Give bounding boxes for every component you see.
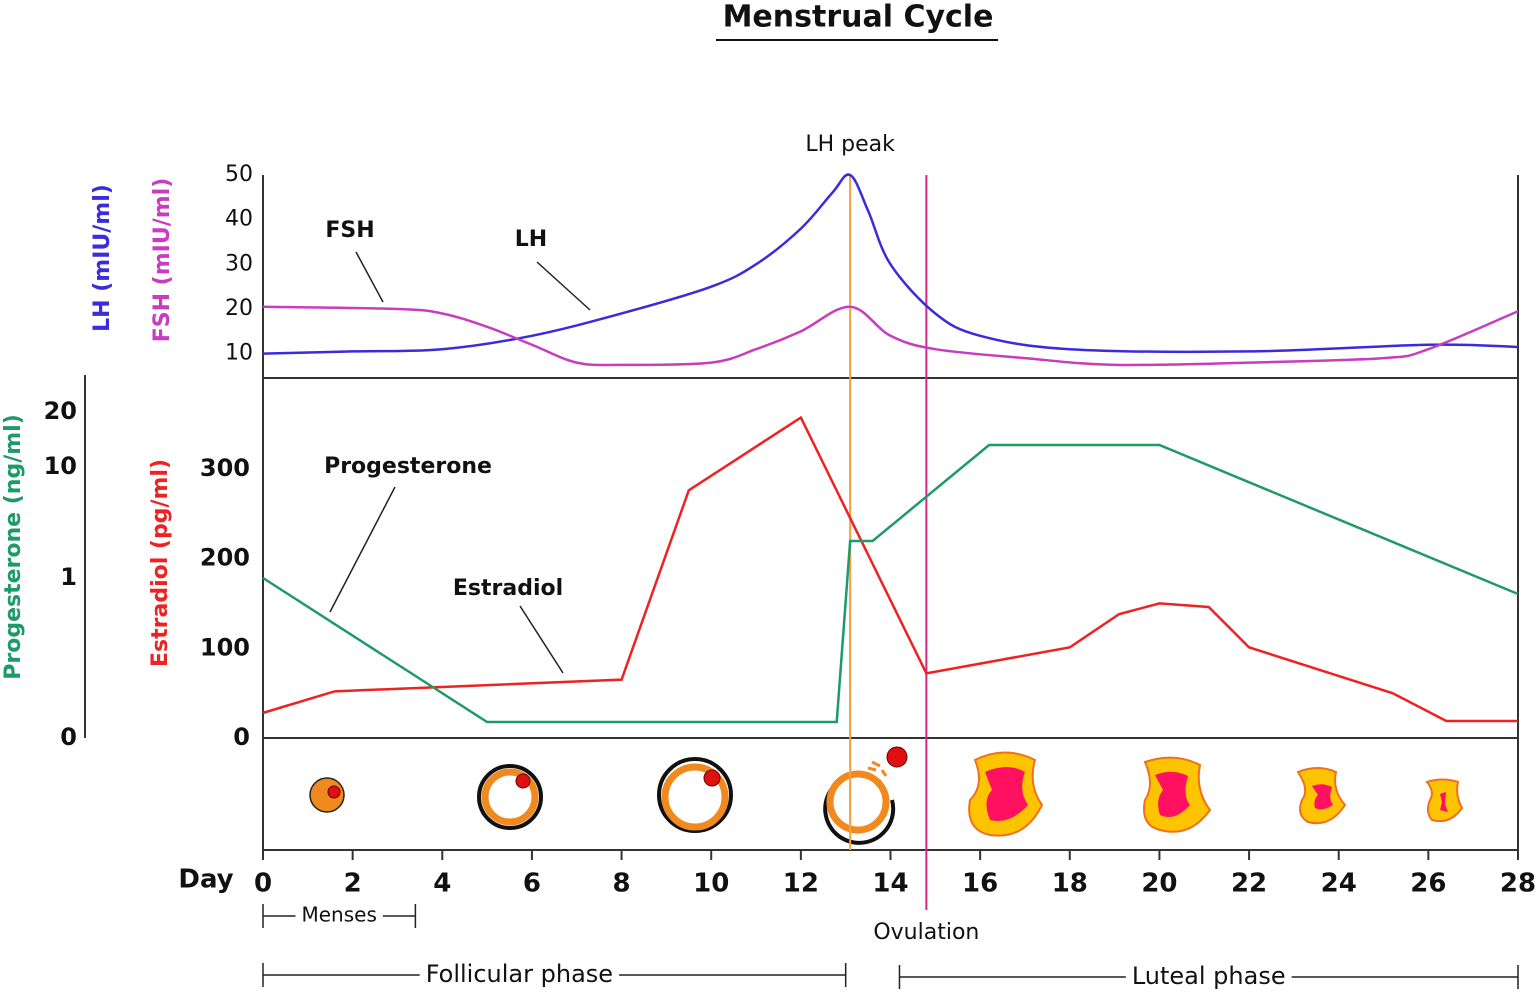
phase-label: Follicular phase xyxy=(426,960,613,988)
phase-label-bg xyxy=(295,902,383,927)
phase-label-bg xyxy=(419,960,620,988)
x-tick-label: 4 xyxy=(433,869,451,899)
x-tick-label: 24 xyxy=(1321,869,1357,899)
y2-tick-label: 10 xyxy=(44,452,77,480)
y-tick-label: 50 xyxy=(225,162,253,187)
series-label: Estradiol xyxy=(453,576,563,601)
y-tick-label: 200 xyxy=(200,544,250,572)
y-tick-label: 100 xyxy=(200,633,250,661)
phase-label: Luteal phase xyxy=(1132,962,1286,990)
x-tick-label: 28 xyxy=(1500,869,1536,899)
follicle-illustrations xyxy=(309,746,1464,845)
x-tick-label: 26 xyxy=(1410,869,1446,899)
x-tick-label: 14 xyxy=(872,869,908,899)
y-tick-label: 40 xyxy=(225,207,253,232)
y-tick-label: 30 xyxy=(225,251,253,276)
y-tick-label: 20 xyxy=(225,296,253,321)
y-axis-title: Progesterone (ng/ml) xyxy=(1,414,26,680)
y-tick-label: 0 xyxy=(233,723,250,751)
x-tick-label: 6 xyxy=(523,869,541,899)
phase-label: Menses xyxy=(302,903,377,927)
y-tick-label: 10 xyxy=(225,341,253,366)
frame xyxy=(84,175,1519,851)
x-tick-label: 8 xyxy=(613,869,631,899)
y2-tick-label: 0 xyxy=(60,723,77,751)
y-tick-label: 300 xyxy=(200,454,250,482)
leader-lines xyxy=(329,251,591,674)
x-axis-title: Day xyxy=(178,865,233,895)
x-tick-label: 22 xyxy=(1231,869,1267,899)
series-line xyxy=(262,443,1519,724)
series-label: LH xyxy=(515,227,547,252)
annotation: Ovulation xyxy=(873,920,979,945)
series-label: FSH xyxy=(325,218,374,243)
x-tick-label: 10 xyxy=(693,869,729,899)
series-line xyxy=(262,305,1519,367)
x-tick-label: 18 xyxy=(1052,869,1088,899)
x-tick-label: 0 xyxy=(254,869,272,899)
x-tick-label: 20 xyxy=(1141,869,1177,899)
y2-tick-label: 20 xyxy=(44,397,77,425)
y-axis-title: LH (mIU/ml) xyxy=(90,184,115,332)
phase-label-bg xyxy=(1125,962,1292,990)
series-label: Progesterone xyxy=(324,454,492,479)
x-tick-label: 12 xyxy=(783,869,819,899)
y-axis-title: Estradiol (pg/ml) xyxy=(148,459,173,667)
annotation: LH peak xyxy=(805,132,895,157)
x-tick-label: 2 xyxy=(344,869,362,899)
y-axis-title: FSH (mIU/ml) xyxy=(150,178,175,343)
x-tick-label: 16 xyxy=(962,869,998,899)
chart-title: Menstrual Cycle xyxy=(723,0,994,35)
series-line xyxy=(262,173,1519,355)
series-line xyxy=(262,415,1518,723)
y2-tick-label: 1 xyxy=(60,563,77,591)
